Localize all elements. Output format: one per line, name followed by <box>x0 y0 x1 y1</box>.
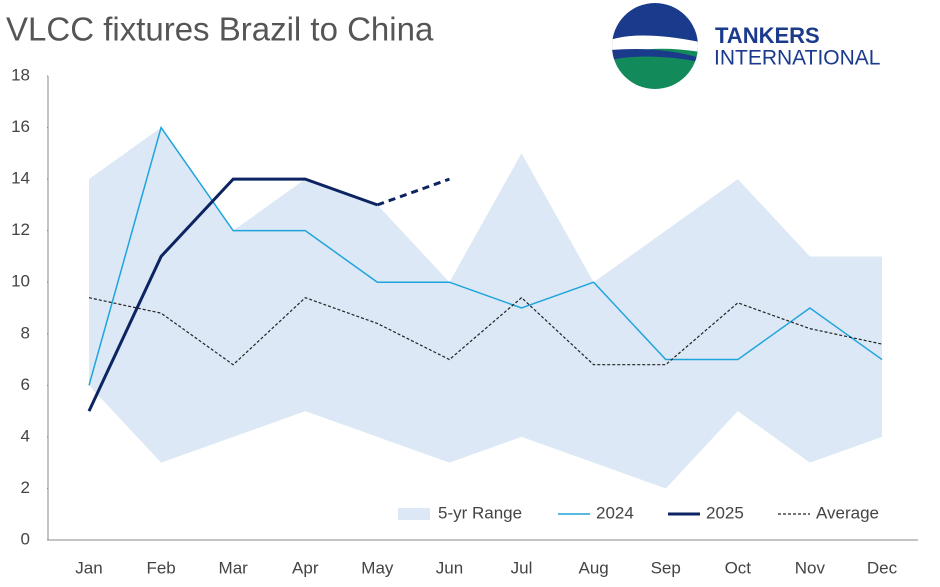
y-tick-label: 16 <box>11 117 30 136</box>
x-tick-label: May <box>361 558 394 577</box>
x-tick-label: Oct <box>725 558 752 577</box>
line <box>87 177 378 412</box>
y-tick-label: 6 <box>21 375 30 394</box>
range-area <box>89 127 882 489</box>
y-tick-label: 0 <box>21 529 30 548</box>
legend-label: 2024 <box>596 503 634 522</box>
y-tick-label: 18 <box>11 65 30 84</box>
logo-text: TANKERS <box>715 23 820 48</box>
legend-label: 5-yr Range <box>438 503 522 522</box>
legend-label: 2025 <box>706 503 744 522</box>
x-tick-label: Nov <box>795 558 826 577</box>
x-tick-label: Feb <box>146 558 175 577</box>
legend-swatch <box>398 508 430 520</box>
y-tick-label: 10 <box>11 272 30 291</box>
x-tick-label: Jun <box>436 558 463 577</box>
y-tick-label: 14 <box>11 169 30 188</box>
x-tick-label: Apr <box>292 558 319 577</box>
x-tick-label: Aug <box>579 558 609 577</box>
line <box>88 296 883 366</box>
x-tick-label: Mar <box>219 558 249 577</box>
line-projection <box>376 177 450 207</box>
legend-label: Average <box>816 503 879 522</box>
line <box>88 125 883 386</box>
x-tick-label: Jan <box>75 558 102 577</box>
y-tick-label: 8 <box>21 323 30 342</box>
chart-title: VLCC fixtures Brazil to China <box>6 11 434 48</box>
x-tick-label: Dec <box>867 558 898 577</box>
logo: TANKERS INTERNATIONAL <box>612 3 880 89</box>
y-tick-label: 2 <box>21 478 30 497</box>
x-tick-label: Sep <box>651 558 681 577</box>
logo-text: INTERNATIONAL <box>714 47 880 70</box>
y-tick-label: 4 <box>21 426 30 445</box>
x-tick-label: Jul <box>511 558 533 577</box>
y-tick-label: 12 <box>11 220 30 239</box>
